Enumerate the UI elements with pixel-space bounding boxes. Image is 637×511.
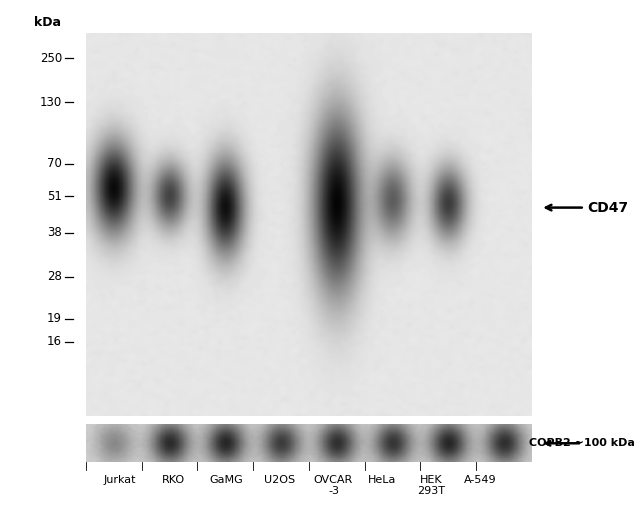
Text: RKO: RKO: [161, 475, 185, 484]
Text: 51: 51: [47, 190, 62, 202]
Text: GaMG: GaMG: [210, 475, 243, 484]
Text: U2OS: U2OS: [264, 475, 296, 484]
Text: 250: 250: [39, 52, 62, 64]
Text: 16: 16: [47, 335, 62, 348]
Text: OVCAR
-3: OVCAR -3: [314, 475, 353, 496]
Text: 19: 19: [47, 312, 62, 325]
Text: 28: 28: [47, 270, 62, 283]
Text: COPB2 ~100 kDa: COPB2 ~100 kDa: [529, 438, 635, 448]
Text: 38: 38: [47, 226, 62, 239]
Text: A-549: A-549: [464, 475, 497, 484]
Text: Jurkat: Jurkat: [103, 475, 136, 484]
Text: HeLa: HeLa: [368, 475, 397, 484]
Text: CD47: CD47: [546, 201, 629, 215]
Text: HEK
293T: HEK 293T: [418, 475, 445, 496]
Text: 70: 70: [47, 157, 62, 170]
Text: kDa: kDa: [34, 16, 61, 29]
Text: 130: 130: [39, 96, 62, 109]
